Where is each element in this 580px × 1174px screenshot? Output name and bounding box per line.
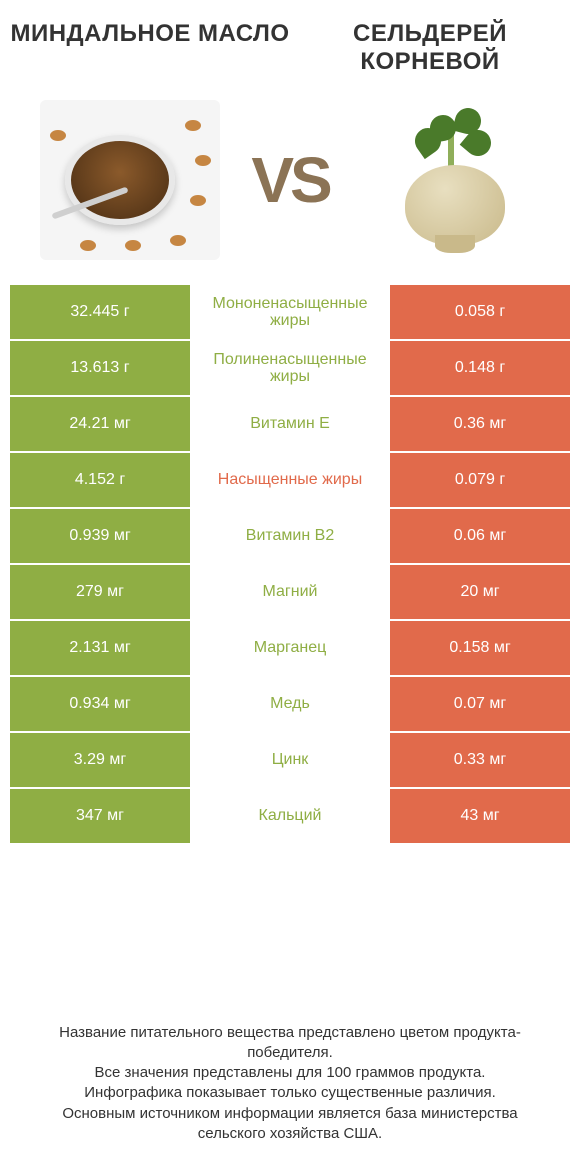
- comparison-table: 32.445 гМононенасыщенные жиры0.058 г13.6…: [10, 285, 570, 843]
- value-right: 0.36 мг: [390, 397, 570, 451]
- footer-line: Название питательного вещества представл…: [30, 1023, 550, 1064]
- nutrient-label: Марганец: [190, 621, 390, 675]
- value-right: 0.148 г: [390, 341, 570, 395]
- nutrient-label: Медь: [190, 677, 390, 731]
- vs-label: VS: [251, 143, 328, 217]
- table-row: 0.934 мгМедь0.07 мг: [10, 677, 570, 731]
- titles-row: МИНДАЛЬНОЕ МАСЛО СЕЛЬДЕРЕЙ КОРНЕВОЙ: [0, 0, 580, 85]
- table-row: 347 мгКальций43 мг: [10, 789, 570, 843]
- value-right: 20 мг: [390, 565, 570, 619]
- value-left: 4.152 г: [10, 453, 190, 507]
- product-image-left: [40, 100, 220, 260]
- hero-row: VS: [0, 85, 580, 285]
- footer-line: Основным источником информации является …: [30, 1104, 550, 1145]
- footer-notes: Название питательного вещества представл…: [0, 1023, 580, 1145]
- value-right: 0.07 мг: [390, 677, 570, 731]
- nutrient-label: Цинк: [190, 733, 390, 787]
- value-left: 0.939 мг: [10, 509, 190, 563]
- table-row: 279 мгМагний20 мг: [10, 565, 570, 619]
- table-row: 24.21 мгВитамин E0.36 мг: [10, 397, 570, 451]
- footer-line: Инфографика показывает только существенн…: [30, 1083, 550, 1103]
- nutrient-label: Мононенасыщенные жиры: [190, 285, 390, 339]
- table-row: 2.131 мгМарганец0.158 мг: [10, 621, 570, 675]
- value-left: 0.934 мг: [10, 677, 190, 731]
- title-left: МИНДАЛЬНОЕ МАСЛО: [10, 20, 290, 75]
- nutrient-label: Полиненасыщенные жиры: [190, 341, 390, 395]
- value-left: 32.445 г: [10, 285, 190, 339]
- value-left: 347 мг: [10, 789, 190, 843]
- value-left: 279 мг: [10, 565, 190, 619]
- nutrient-label: Витамин B2: [190, 509, 390, 563]
- value-right: 0.158 мг: [390, 621, 570, 675]
- value-right: 43 мг: [390, 789, 570, 843]
- table-row: 13.613 гПолиненасыщенные жиры0.148 г: [10, 341, 570, 395]
- value-left: 2.131 мг: [10, 621, 190, 675]
- table-row: 0.939 мгВитамин B20.06 мг: [10, 509, 570, 563]
- nutrient-label: Магний: [190, 565, 390, 619]
- value-left: 24.21 мг: [10, 397, 190, 451]
- footer-line: Все значения представлены для 100 граммо…: [30, 1063, 550, 1083]
- value-right: 0.06 мг: [390, 509, 570, 563]
- table-row: 32.445 гМононенасыщенные жиры0.058 г: [10, 285, 570, 339]
- table-row: 4.152 гНасыщенные жиры0.079 г: [10, 453, 570, 507]
- value-right: 0.079 г: [390, 453, 570, 507]
- value-left: 3.29 мг: [10, 733, 190, 787]
- title-right: СЕЛЬДЕРЕЙ КОРНЕВОЙ: [290, 20, 570, 75]
- product-image-right: [360, 100, 540, 260]
- nutrient-label: Кальций: [190, 789, 390, 843]
- value-left: 13.613 г: [10, 341, 190, 395]
- nutrient-label: Витамин E: [190, 397, 390, 451]
- value-right: 0.058 г: [390, 285, 570, 339]
- nutrient-label: Насыщенные жиры: [190, 453, 390, 507]
- table-row: 3.29 мгЦинк0.33 мг: [10, 733, 570, 787]
- value-right: 0.33 мг: [390, 733, 570, 787]
